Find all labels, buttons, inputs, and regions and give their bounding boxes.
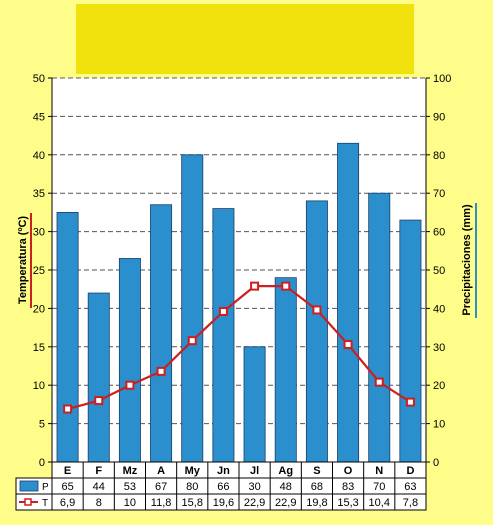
bar-D (399, 219, 422, 463)
right-tick-label: 50 (433, 265, 445, 277)
temperature-marker-Ag (281, 281, 291, 291)
right-axis-label: Precipitaciones (mm) (461, 204, 473, 316)
data-table: E 65 6,9 F 44 8 Mz 53 10 A 67 11,8 My 80 15,8 Jn 66 19,6 J… (15, 461, 427, 511)
right-tick-label: 20 (433, 380, 445, 392)
precipitation-value: 68 (311, 481, 323, 493)
right-tick-label: 90 (433, 111, 445, 123)
temperature-marker-A (156, 366, 166, 376)
grid-lines (52, 77, 426, 425)
right-tick-label: 40 (433, 303, 445, 315)
precipitation-value: 30 (248, 481, 260, 493)
temperature-marker-Mz (125, 380, 135, 390)
right-tick-label: 0 (433, 457, 439, 469)
right-tick-label: 30 (433, 342, 445, 354)
title-box (76, 4, 414, 74)
temperature-marker-O (343, 339, 353, 349)
temperature-marker-F (94, 396, 104, 406)
bar-A (150, 204, 173, 463)
temperature-value: 19,6 (213, 497, 234, 509)
precipitation-value: 48 (280, 481, 292, 493)
bar-F (87, 292, 110, 463)
precipitation-value: 65 (61, 481, 73, 493)
category-label-Jn: Jn (217, 465, 230, 477)
left-tick-label: 20 (33, 303, 45, 315)
temperature-marker-E (63, 404, 73, 414)
precipitation-value: 83 (342, 481, 354, 493)
left-tick-label: 10 (33, 380, 45, 392)
bar-My (181, 154, 204, 463)
left-tick-label: 40 (33, 150, 45, 162)
precipitation-value: 67 (155, 481, 167, 493)
bar-Jn (212, 208, 235, 463)
right-tick-label: 60 (433, 227, 445, 239)
precipitation-value: 80 (186, 481, 198, 493)
temperature-value: 15,8 (182, 497, 203, 509)
axes: 0 5 10 15 20 25 30 35 40 45 50 0 10 20 30 40 50 60 70 80 90 1… (33, 73, 452, 469)
temperature-value: 8 (96, 497, 102, 509)
temperature-marker-N (374, 377, 384, 387)
temperature-marker-My (187, 336, 197, 346)
left-tick-label: 35 (33, 188, 45, 200)
temperature-value: 22,9 (275, 497, 296, 509)
bar-Mz (118, 258, 141, 463)
temperature-value: 10,4 (369, 497, 390, 509)
bar-Ag (274, 277, 297, 463)
temperature-marker-D (405, 397, 415, 407)
right-tick-label: 100 (433, 73, 451, 85)
temperature-value: 10 (124, 497, 136, 509)
precipitation-value: 70 (373, 481, 385, 493)
temperature-marker-S (312, 305, 322, 315)
legend-label-precipitation: P (42, 482, 49, 493)
category-label-O: O (344, 465, 353, 477)
bar-E (56, 211, 79, 463)
category-label-Mz: Mz (123, 465, 138, 477)
temperature-value: 7,8 (403, 497, 418, 509)
left-tick-label: 45 (33, 111, 45, 123)
bar-O (337, 142, 360, 463)
right-tick-label: 10 (433, 419, 445, 431)
temperature-value: 22,9 (244, 497, 265, 509)
temperature-line (63, 281, 415, 414)
legend-key-precipitation (19, 480, 39, 492)
precipitation-value: 44 (93, 481, 105, 493)
precipitation-value: 53 (124, 481, 136, 493)
category-label-N: N (375, 465, 383, 477)
category-label-E: E (64, 465, 71, 477)
bar-S (305, 200, 328, 463)
temperature-series-line (67, 285, 412, 411)
left-tick-label: 25 (33, 265, 45, 277)
left-tick-label: 5 (39, 419, 45, 431)
category-label-A: A (157, 465, 165, 477)
temperature-value: 15,3 (337, 497, 358, 509)
temperature-value: 6,9 (60, 497, 75, 509)
legend-label-temperature: T (42, 498, 48, 509)
right-tick-label: 80 (433, 150, 445, 162)
left-axis-label: Temperatura (ºC) (17, 216, 29, 304)
category-label-S: S (313, 465, 320, 477)
bar-N (368, 192, 391, 463)
temperature-value: 19,8 (306, 497, 327, 509)
left-tick-label: 15 (33, 342, 45, 354)
right-tick-label: 70 (433, 188, 445, 200)
category-label-Jl: Jl (250, 465, 259, 477)
left-tick-label: 30 (33, 227, 45, 239)
category-label-F: F (95, 465, 102, 477)
precipitation-value: 66 (217, 481, 229, 493)
temperature-value: 11,8 (151, 497, 172, 509)
category-label-Ag: Ag (278, 465, 293, 477)
legend-key-temperature-marker (24, 498, 32, 506)
temperature-marker-Jl (250, 281, 260, 291)
left-tick-label: 0 (39, 457, 45, 469)
temperature-marker-Jn (218, 306, 228, 316)
bar-Jl (243, 346, 266, 463)
left-tick-label: 50 (33, 73, 45, 85)
precipitation-bars (56, 142, 422, 463)
precipitation-value: 63 (404, 481, 416, 493)
category-label-My: My (185, 465, 201, 477)
category-label-D: D (406, 465, 414, 477)
